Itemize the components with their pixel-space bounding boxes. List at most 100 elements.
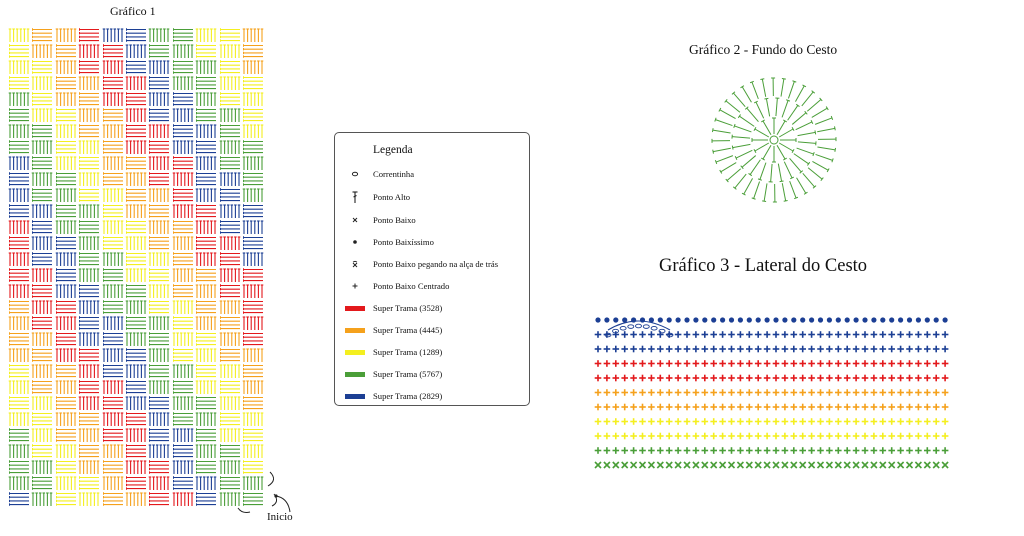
stitch-mark [932,432,940,440]
chart-cell [55,123,77,139]
legend-item-ponto-baixo-centrado: Ponto Baixo Centrado [345,279,449,293]
stitch-mark [763,403,771,411]
stitch-mark [728,447,735,454]
chart-cell [172,91,194,107]
stitch-mark [879,461,887,469]
stitch-mark [719,418,726,425]
chart-cell [102,235,124,251]
chart-cell [172,43,194,59]
stitch-mark [880,317,886,323]
stitch-mark [772,461,780,469]
chart-cell [172,331,194,347]
chart-cell [55,139,77,155]
chart-cell [148,331,170,347]
stitch-mark [612,389,620,396]
stitch-mark [712,129,731,134]
chart-cell [102,475,124,491]
chart-cell [195,219,217,235]
chart-cell [195,267,217,283]
grafico-2-chart [711,77,837,203]
stitch-mark [941,447,949,454]
chart-cell [125,219,147,235]
stitch-mark [906,403,913,411]
chart-cell [195,43,217,59]
chart-cell [31,315,53,331]
stitch-mark [879,360,887,367]
stitch-top [802,84,807,88]
chart-cell [219,331,241,347]
stitch-mark [870,403,878,411]
stitch-mark [781,418,789,425]
chart-cell [78,299,100,315]
stitch-top [810,119,814,124]
stitch-mark [763,374,771,382]
stitch-mark [870,374,878,382]
color-swatch [345,349,365,355]
chart-cell [219,123,241,139]
chart-cell [242,347,264,363]
stitch-mark [826,447,833,454]
stitch-mark [781,374,789,382]
stitch-mark [594,389,602,396]
stitch-mark [826,389,833,396]
stitch-mark [879,331,887,338]
stitch-top [812,152,815,157]
chart-cell [8,427,30,443]
stitch-mark [665,345,673,353]
stitch-mark [888,374,895,382]
stitch-mark [897,389,904,396]
stitch-mark [817,447,824,454]
chart-cell [102,187,124,203]
stitch-top [732,186,737,190]
stitch-mark [741,155,757,168]
chart-cell [195,363,217,379]
stitch-mark [795,85,805,102]
stitch-mark [711,317,717,323]
stitch-mark [743,178,753,195]
stitch-top [804,110,808,115]
chart-cell [172,171,194,187]
stitch-mark [612,461,620,469]
stitch-mark [639,345,646,353]
chart-cell [31,187,53,203]
chart-cell [78,411,100,427]
chart-cell [8,395,30,411]
chart-cell [78,107,100,123]
stitch-mark [737,345,744,353]
chart-cell [102,251,124,267]
legend-label: Ponto Baixo Centrado [373,281,450,291]
stitch-mark [603,360,611,367]
stitch-mark [710,418,717,425]
chart-cell [148,139,170,155]
stitch-mark [713,147,731,153]
chart-row [8,155,266,171]
chart-cell [55,395,77,411]
stitch-mark [799,447,806,454]
chart-cell [172,251,194,267]
stitch-mark [888,461,896,469]
stitch-mark [915,432,922,440]
stitch-mark [639,374,646,382]
chart-cell [78,235,100,251]
chart-cell [172,443,194,459]
legend-label: Ponto Alto [373,192,411,202]
stitch-mark [852,461,860,469]
stitch-mark [719,432,726,440]
chart-row [8,427,266,443]
stitch-mark [612,331,620,338]
stitch-mark [932,389,940,396]
stitch-mark [701,374,709,382]
stitch-mark [612,374,620,382]
stitch-mark [630,432,637,440]
stitch-mark [594,418,602,425]
grafico-1-chart [8,27,266,507]
stitch-mark [924,331,931,338]
stitch-top [811,90,816,94]
stitch-mark [941,418,949,425]
chart-cell [55,235,77,251]
chart-cell [55,27,77,43]
chart-cell [219,299,241,315]
chain-oval [642,324,650,329]
chart-cell [31,43,53,59]
stitch-top [714,160,718,165]
